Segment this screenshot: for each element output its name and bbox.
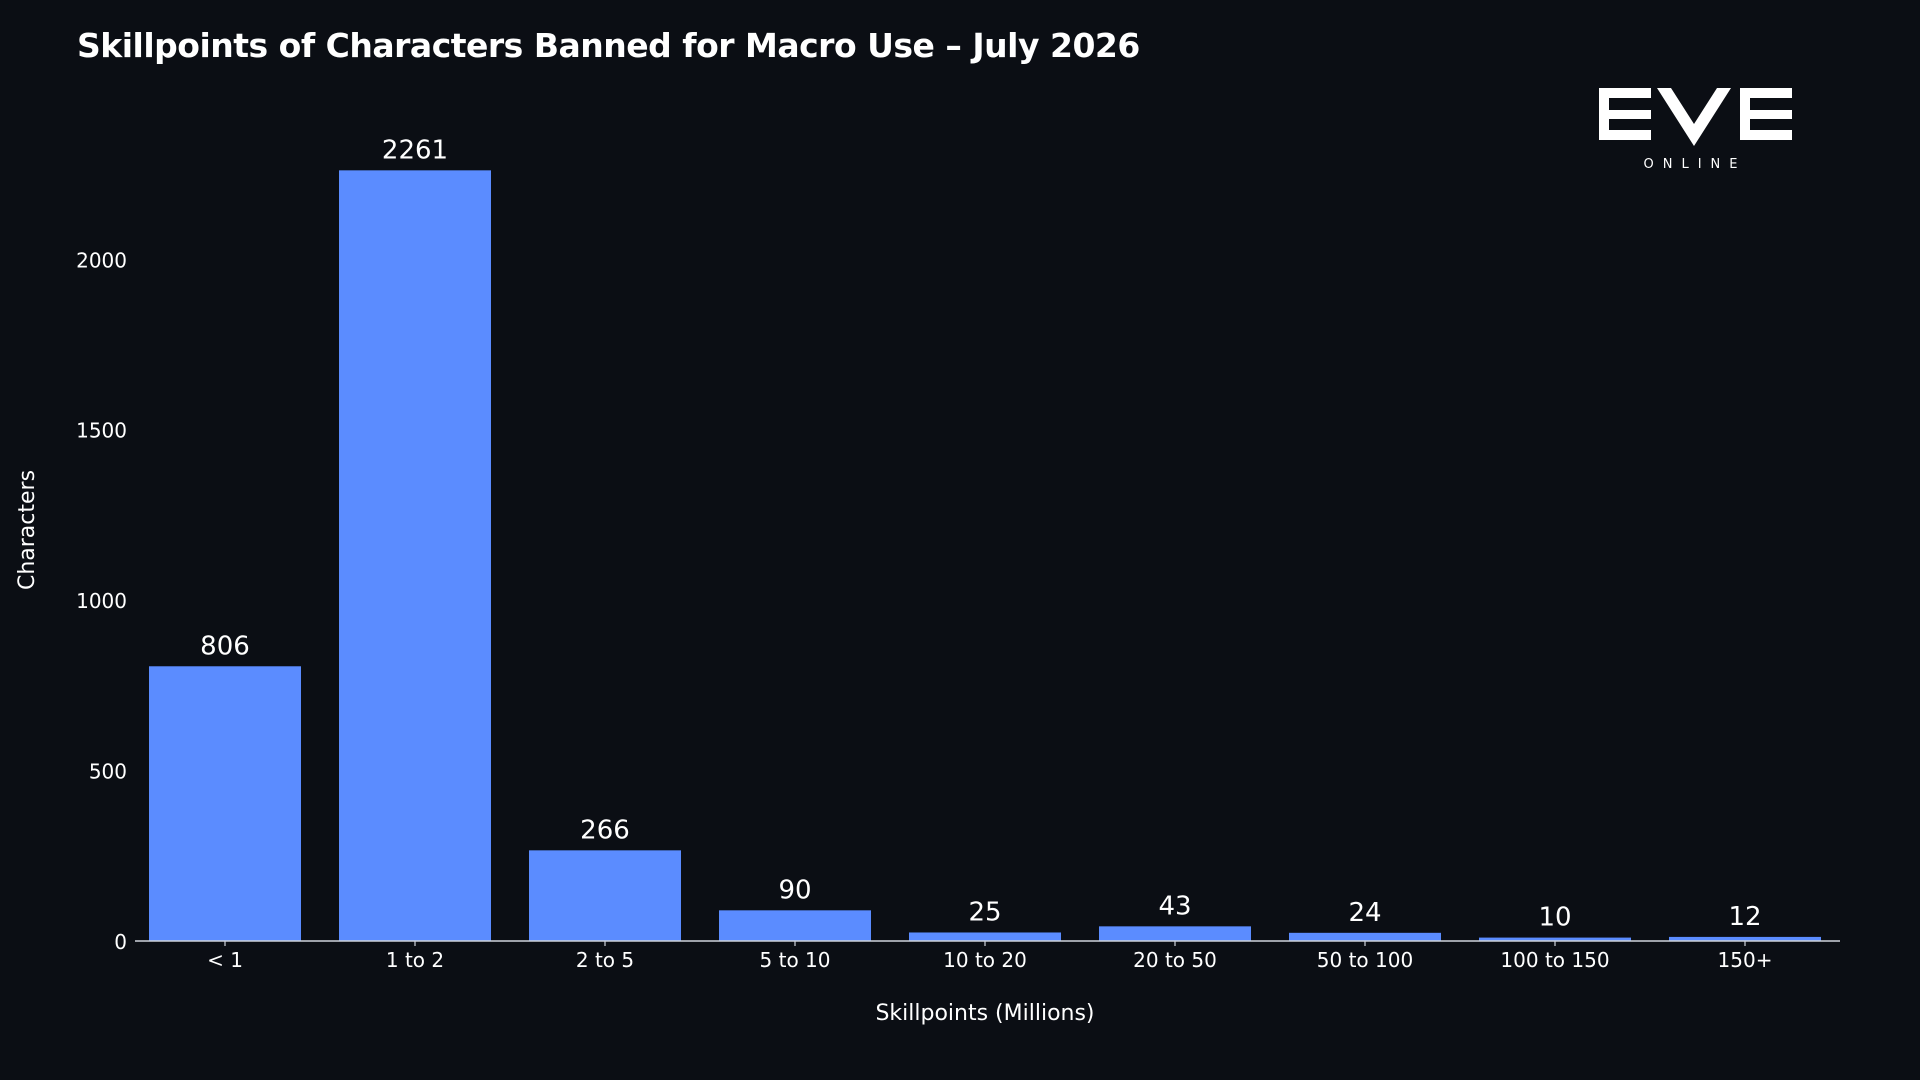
x-axis-label: Skillpoints (Millions) — [875, 1001, 1094, 1026]
x-tick-label: < 1 — [207, 948, 243, 972]
bar — [339, 170, 491, 941]
y-tick-label: 1500 — [76, 419, 127, 443]
x-tick-label: 20 to 50 — [1133, 948, 1217, 972]
x-tick-label: 10 to 20 — [943, 948, 1027, 972]
x-tick-label: 150+ — [1718, 948, 1773, 972]
y-tick-label: 2000 — [76, 248, 127, 272]
data-label: 12 — [1728, 902, 1761, 932]
bar — [909, 932, 1061, 941]
bar — [529, 850, 681, 941]
data-label: 24 — [1348, 898, 1381, 928]
bar — [1669, 936, 1821, 941]
x-tick-label: 1 to 2 — [386, 948, 444, 972]
y-tick-label: 0 — [114, 930, 127, 954]
bar — [719, 910, 871, 941]
bar — [1479, 937, 1631, 941]
y-axis-label: Characters — [15, 470, 40, 590]
bar — [1289, 932, 1441, 941]
bar — [1099, 926, 1251, 941]
value-labels-layer: 806 2261 266 90 25 43 24 10 12 — [200, 135, 1761, 932]
data-label: 43 — [1158, 891, 1191, 921]
x-axis-ticks: < 1 1 to 2 2 to 5 5 to 10 10 to 20 20 to 50 50… — [207, 941, 1772, 972]
data-label: 806 — [200, 631, 250, 661]
x-tick-label: 100 to 150 — [1500, 948, 1609, 972]
y-tick-label: 500 — [89, 760, 127, 784]
logo-subtext: ONLINE — [1644, 157, 1747, 172]
x-tick-label: 5 to 10 — [760, 948, 831, 972]
data-label: 266 — [580, 815, 630, 845]
x-tick-label: 2 to 5 — [576, 948, 634, 972]
y-axis-ticks: 0 500 1000 1500 2000 — [76, 248, 127, 954]
chart-title: Skillpoints of Characters Banned for Mac… — [77, 26, 1140, 65]
bar — [149, 666, 301, 941]
data-label: 2261 — [382, 135, 448, 165]
y-tick-label: 1000 — [76, 589, 127, 613]
eve-online-logo: ONLINE — [1599, 88, 1792, 172]
bars-layer — [149, 170, 1821, 941]
data-label: 90 — [778, 875, 811, 905]
data-label: 25 — [968, 897, 1001, 927]
data-label: 10 — [1538, 903, 1571, 933]
x-tick-label: 50 to 100 — [1317, 948, 1413, 972]
